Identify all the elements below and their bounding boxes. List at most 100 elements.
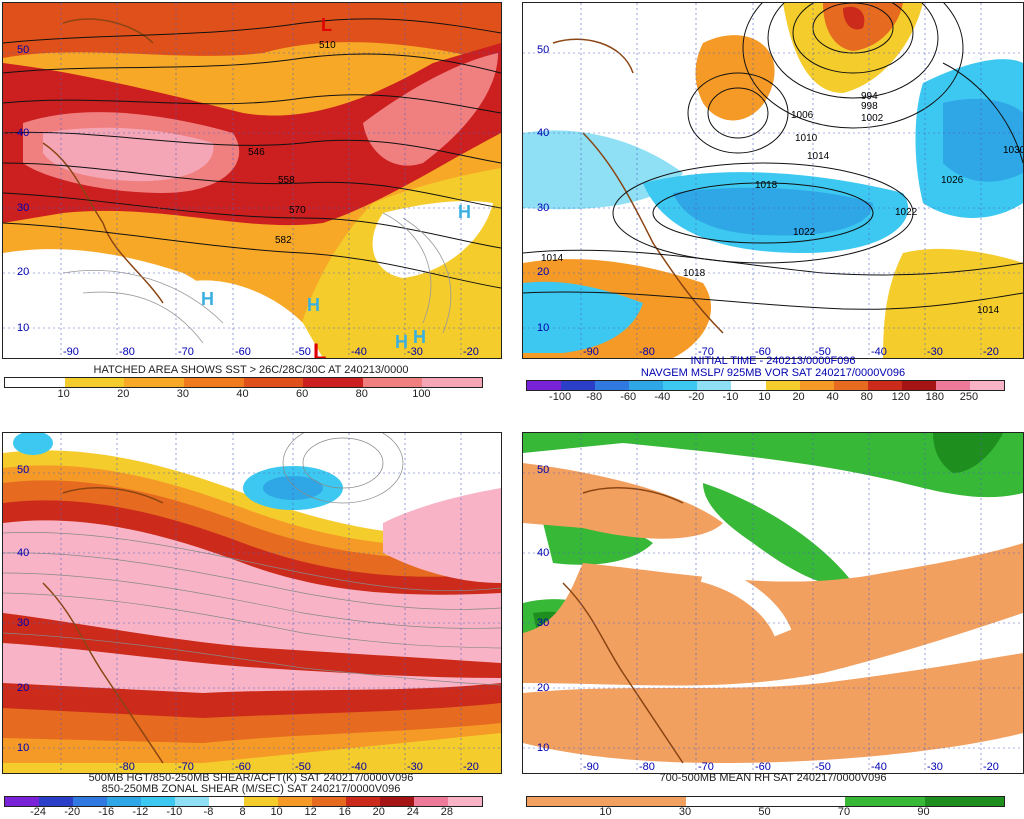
isobar-label: 1018 — [755, 180, 778, 191]
longitude-label: -30 — [407, 761, 423, 773]
colorbar-ticks-sst-heat: 10 20 30 40 60 80 100 — [4, 388, 481, 402]
colorbar-sst-heat — [4, 377, 483, 388]
colorbar-zonal-shear — [4, 796, 483, 807]
longitude-label: -60 — [755, 761, 771, 773]
latitude-label: 10 — [537, 322, 549, 334]
colorbar-ticks-mean-rh: 10 30 50 70 90 — [526, 806, 1003, 819]
latitude-label: 20 — [17, 266, 29, 278]
colorbar-ticks-mslp-vort: -100 -80 -60 -40 -20 -10 10 20 40 80 120 180 250 — [526, 391, 1003, 405]
colorbar-tick-label: 10 — [758, 391, 771, 403]
longitude-label: -80 — [639, 761, 655, 773]
longitude-label: -60 — [235, 346, 251, 358]
colorbar-swatch — [606, 797, 686, 806]
colorbar-tick-label: 90 — [917, 806, 930, 818]
longitude-label: -80 — [119, 346, 135, 358]
map-canvas-shear: 50 40 30 20 10 -80 -70 -60 -50 -40 -30 -20 — [3, 433, 501, 773]
caption-zonal-shear-line1: 500MB HGT/850-250MB SHEAR/ACFT(K) SAT 24… — [88, 772, 414, 784]
latitude-label: 10 — [17, 742, 29, 754]
colorbar-tick-label: -16 — [98, 806, 115, 818]
contour-label: 582 — [275, 235, 292, 246]
colorbar-tick-label: 20 — [117, 388, 130, 400]
longitude-label: -70 — [698, 346, 714, 358]
panel-zonal-shear: 50 40 30 20 10 -80 -70 -60 -50 -40 -30 -20 500MB H… — [0, 430, 502, 819]
latitude-label: 50 — [17, 44, 29, 56]
map-canvas-mslp: 50 40 30 20 10 -90 -80 -70 -60 -50 -40 -30 -20 1006… — [523, 3, 1023, 358]
colorbar-swatch — [935, 381, 971, 390]
colorbar-tick-label: -20 — [688, 391, 705, 403]
colorbar-swatch — [527, 381, 562, 390]
latitude-label: 30 — [17, 617, 29, 629]
colorbar-swatch — [5, 797, 40, 806]
colorbar-swatch — [345, 797, 380, 806]
colorbar-ticks-zonal-shear: -24 -20 -16 -12 -10 -8 8 10 12 16 20 24 28 — [4, 806, 481, 819]
latitude-label: 30 — [537, 202, 549, 214]
colorbar-swatch — [833, 381, 868, 390]
isobar-label: 1014 — [807, 151, 830, 162]
high-pressure-marker: H — [395, 332, 408, 352]
colorbar-tick-label: 20 — [792, 391, 805, 403]
longitude-label: -70 — [698, 761, 714, 773]
colorbar-tick-label: 250 — [959, 391, 979, 403]
colorbar-tick-label: 70 — [837, 806, 851, 818]
caption-sst-heat: HATCHED AREA SHOWS SST > 26C/28C/30C AT … — [93, 364, 409, 376]
colorbar-tick-label: 20 — [372, 806, 385, 818]
latitude-label: 20 — [537, 682, 549, 694]
colorbar-tick-label: 30 — [176, 388, 189, 400]
colorbar-swatch — [448, 797, 483, 806]
latitude-label: 10 — [537, 742, 549, 754]
isobar-label: 1014 — [977, 305, 1000, 316]
longitude-label: -70 — [178, 761, 194, 773]
colorbar-swatch — [629, 381, 664, 390]
colorbar-swatch — [124, 378, 184, 387]
colorbar-tick-label: 80 — [860, 391, 873, 403]
colorbar-mslp-vort — [526, 380, 1005, 391]
caption-mslp-vort-line1: INITIAL TIME - 240213/0000F096 — [690, 355, 856, 367]
colorbar-tick-label: -80 — [586, 391, 603, 403]
colorbar-swatch — [5, 378, 65, 387]
colorbar-tick-label: 30 — [678, 806, 692, 818]
longitude-label: -30 — [407, 346, 423, 358]
colorbar-mean-rh — [526, 796, 1005, 807]
latitude-label: 30 — [537, 617, 549, 629]
colorbar-swatch — [311, 797, 346, 806]
latitude-label: 10 — [17, 322, 29, 334]
isobar-label: 1026 — [941, 175, 964, 186]
panel-sst-heat: 50 40 30 20 10 -90 -80 -70 -60 -50 -40 -30 -20 510 5… — [0, 0, 502, 410]
longitude-label: -20 — [983, 346, 999, 358]
panel-mean-rh: 50 40 30 20 10 -90 -80 -70 -60 -50 -40 -30 -20 700-… — [522, 430, 1024, 819]
colorbar-swatch — [379, 797, 414, 806]
longitude-label: -80 — [119, 761, 135, 773]
colorbar-tick-label: 12 — [304, 806, 317, 818]
longitude-label: -60 — [755, 346, 771, 358]
colorbar-swatch — [141, 797, 176, 806]
longitude-label: -60 — [235, 761, 251, 773]
colorbar-swatch — [731, 381, 766, 390]
latitude-label: 40 — [17, 127, 29, 139]
low-pressure-marker: L — [313, 339, 326, 358]
colorbar-swatch — [413, 797, 449, 806]
map-canvas-rh: 50 40 30 20 10 -90 -80 -70 -60 -50 -40 -30 -20 — [523, 433, 1023, 773]
colorbar-swatch — [175, 797, 210, 806]
latitude-label: 50 — [537, 44, 549, 56]
colorbar-swatch — [765, 381, 800, 390]
isobar-label: 998 — [861, 101, 878, 112]
longitude-label: -50 — [295, 761, 311, 773]
longitude-label: -50 — [815, 346, 831, 358]
isobar-label: 994 — [861, 91, 878, 102]
isobar-label: 1006 — [791, 110, 814, 121]
colorbar-tick-label: -24 — [30, 806, 47, 818]
high-pressure-marker: H — [307, 295, 320, 315]
longitude-label: -20 — [983, 761, 999, 773]
low-pressure-marker: L — [321, 15, 332, 35]
colorbar-tick-label: -20 — [64, 806, 81, 818]
colorbar-swatch — [845, 797, 925, 806]
longitude-label: -70 — [178, 346, 194, 358]
longitude-label: -90 — [63, 346, 79, 358]
colorbar-tick-label: 80 — [355, 388, 368, 400]
caption-zonal-shear-line2: 850-250MB ZONAL SHEAR (M/SEC) SAT 240217… — [101, 783, 401, 795]
colorbar-tick-label: -40 — [654, 391, 671, 403]
high-pressure-marker: H — [201, 289, 214, 309]
longitude-label: -40 — [871, 761, 887, 773]
latitude-label: 50 — [17, 464, 29, 476]
colorbar-swatch — [73, 797, 108, 806]
